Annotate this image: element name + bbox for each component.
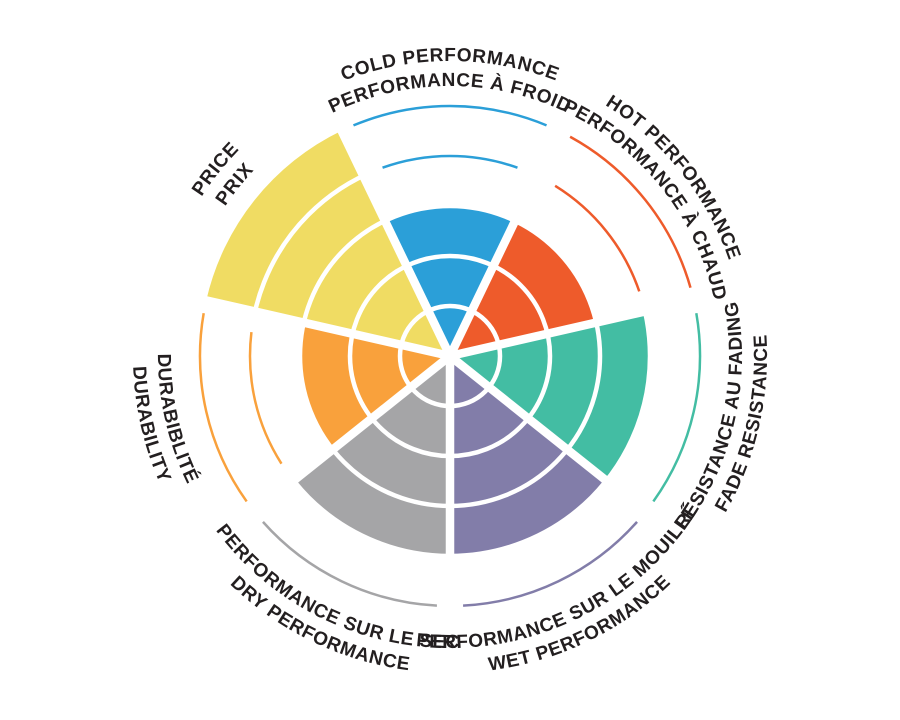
remaining-ring-arc-hot-4 (554, 184, 641, 292)
sector-divider-spoke (449, 294, 703, 361)
sector-label-wet-en: WET PERFORMANCE (487, 571, 675, 675)
remaining-ring-arc-dry-5 (262, 521, 437, 607)
sector-divider-spoke (334, 121, 454, 358)
remaining-ring-arc-hot-5 (569, 135, 692, 289)
sector-wedge-wet (450, 356, 607, 556)
sector-label-text-wet-en: WET PERFORMANCE (487, 571, 674, 675)
remaining-ring-arc-durability-4 (248, 331, 283, 465)
sector-wedge-price (206, 130, 450, 356)
sector-divider-spoke (197, 294, 451, 361)
sector-label-text-dry-en: DRY PERFORMANCE (226, 572, 411, 675)
sector-wedge-dry (293, 356, 450, 556)
sector-divider-spoke (245, 352, 453, 521)
remaining-ring-arc-wet-5 (463, 521, 638, 607)
remaining-ring-arc-cold-4 (382, 154, 518, 169)
sector-divider-spoke (447, 352, 655, 521)
sector-wedge-durability (299, 322, 450, 450)
remaining-ring-arc-cold-5 (352, 104, 548, 127)
sector-wedge-cold (384, 206, 516, 356)
remaining-ring-arc-fade-5 (652, 312, 702, 503)
remaining-ring-arc-durability-5 (198, 312, 248, 503)
sector-label-dry-en: DRY PERFORMANCE (226, 572, 411, 675)
sector-divider-spoke (446, 121, 566, 358)
